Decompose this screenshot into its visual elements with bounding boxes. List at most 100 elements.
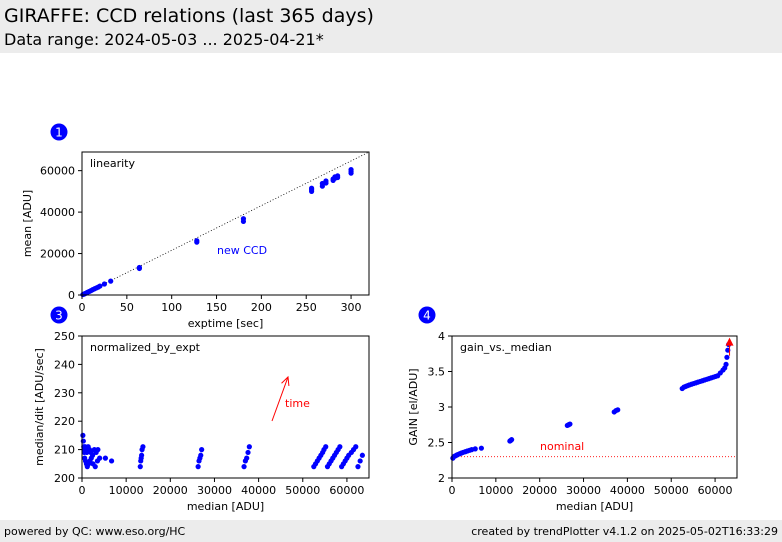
chart-2-x-tick-label: 50000 [285, 484, 320, 497]
data-range-subtitle: Data range: 2024-05-03 ... 2025-04-21* [4, 30, 324, 49]
chart-2-data-point [244, 455, 250, 461]
chart-3-y-tick-label: 4 [438, 330, 445, 343]
chart-2-badge-number: 3 [55, 309, 63, 323]
chart-3-x-tick-label: 40000 [610, 484, 645, 497]
chart-1-x-tick-label: 0 [79, 301, 86, 314]
chart-3-data-point [724, 354, 730, 360]
chart-2-data-point [140, 444, 146, 450]
chart-1-data-point [136, 264, 142, 271]
chart-3-data-point [615, 407, 621, 413]
chart-3-y-tick-label: 2 [438, 472, 445, 485]
chart-3-data-point [567, 421, 573, 427]
chart-3-x-tick-label: 60000 [698, 484, 733, 497]
chart-3-x-tick-label: 10000 [478, 484, 513, 497]
chart-2-data-point [92, 464, 98, 470]
chart-2-x-tick-label: 20000 [153, 484, 188, 497]
chart-2-x-tick-label: 40000 [241, 484, 276, 497]
chart-1-x-tick-label: 250 [296, 301, 317, 314]
chart-2-data-point [95, 447, 101, 453]
chart-2-x-tick-label: 30000 [197, 484, 232, 497]
chart-3-x-tick-label: 0 [449, 484, 456, 497]
chart-2-data-point [359, 452, 365, 458]
chart-1-fit-line [81, 151, 370, 296]
chart-3-data-point [509, 437, 515, 443]
chart-3-annotation: nominal [540, 440, 584, 453]
chart-2-data-point [246, 444, 252, 450]
chart-2-x-tick-label: 0 [79, 484, 86, 497]
chart-1-data-point [323, 178, 329, 184]
chart-2-y-tick-label: 220 [54, 415, 75, 428]
report-title: GIRAFFE: CCD relations (last 365 days) [4, 5, 374, 27]
chart-2-data-point [139, 452, 145, 458]
chart-2-data-point [195, 464, 201, 470]
chart-1-annotation: new CCD [217, 244, 267, 257]
chart-1-x-tick-label: 300 [341, 301, 362, 314]
chart-3-y-tick-label: 2.5 [428, 437, 446, 450]
chart-1-panel-title: linearity [90, 157, 135, 170]
chart-1-y-tick-label: 0 [68, 289, 75, 302]
chart-2-data-point [355, 464, 361, 470]
chart-2-data-point [80, 432, 86, 438]
chart-2-data-point [337, 444, 343, 450]
chart-3-y-tick-label: 3 [438, 401, 445, 414]
chart-3-data-point [472, 446, 478, 452]
chart-3-panel-title: gain_vs._median [460, 341, 552, 354]
chart-3-y-axis-label: GAIN [el/ADU] [407, 368, 420, 445]
chart-1-data-point [309, 185, 315, 191]
chart-2-data-point [108, 458, 115, 464]
chart-2-x-axis-label: median [ADU] [187, 500, 264, 513]
chart-1-data-point [108, 278, 114, 284]
chart-3-y-tick-label: 3.5 [428, 366, 446, 379]
chart-2-x-tick-label: 10000 [109, 484, 144, 497]
chart-1-plot-frame [81, 151, 370, 296]
chart-2-data-point [102, 455, 109, 461]
chart-3-x-tick-label: 50000 [654, 484, 689, 497]
chart-2-time-arrow-head [281, 375, 290, 387]
report-header: GIRAFFE: CCD relations (last 365 days) D… [0, 0, 782, 53]
chart-1-badge-number: 1 [55, 126, 63, 140]
chart-1-data-point [335, 173, 341, 179]
chart-3-data-point [723, 361, 729, 367]
chart-1-x-tick-label: 100 [161, 301, 182, 314]
chart-2-badge-circle [50, 306, 68, 324]
chart-2-data-point [357, 458, 363, 464]
footer-powered-by: powered by QC: www.eso.org/HC [4, 525, 186, 538]
chart-1-data-point [101, 281, 108, 287]
chart-1-x-tick-label: 50 [120, 301, 134, 314]
chart-2-data-point [199, 447, 205, 453]
chart-2-y-axis-label: median/dit [ADU/sec] [33, 348, 46, 466]
chart-2-plot-frame [81, 335, 370, 479]
chart-2-data-point [198, 452, 204, 458]
chart-3-x-axis-label: median [ADU] [556, 500, 633, 513]
chart-1-y-tick-label: 20000 [40, 248, 75, 261]
chart-2-data-point [245, 449, 251, 456]
chart-2-annotation: time [285, 397, 310, 410]
chart-2-x-tick-label: 60000 [329, 484, 364, 497]
chart-2-y-tick-label: 240 [54, 358, 75, 371]
chart-2-data-point [241, 464, 247, 470]
chart-1-data-point [348, 167, 354, 173]
chart-2-y-tick-label: 200 [54, 472, 75, 485]
chart-2-y-tick-label: 250 [54, 330, 75, 343]
chart-3-highlight-marker [725, 337, 734, 346]
chart-2-time-arrow [271, 376, 289, 422]
chart-3-x-tick-label: 20000 [522, 484, 557, 497]
report-footer: powered by QC: www.eso.org/HC created by… [0, 520, 782, 542]
chart-1-y-tick-label: 40000 [40, 206, 75, 219]
chart-1-y-tick-label: 60000 [40, 165, 75, 178]
chart-3-x-tick-label: 30000 [566, 484, 601, 497]
chart-2-y-tick-label: 210 [54, 444, 75, 457]
chart-1-x-axis-label: exptime [sec] [188, 317, 264, 330]
chart-2-data-point [97, 455, 103, 461]
chart-2-data-point [353, 444, 359, 450]
footer-created-by: created by trendPlotter v4.1.2 on 2025-0… [471, 525, 778, 538]
chart-1-x-tick-label: 200 [251, 301, 272, 314]
chart-1-x-tick-label: 150 [206, 301, 227, 314]
chart-1-data-point [240, 216, 247, 222]
chart-2-y-tick-label: 230 [54, 387, 75, 400]
chart-3-data-point [478, 445, 484, 451]
chart-2-panel-title: normalized_by_expt [90, 341, 201, 354]
chart-3-badge-number: 4 [423, 309, 431, 323]
chart-2-data-point [89, 452, 96, 458]
